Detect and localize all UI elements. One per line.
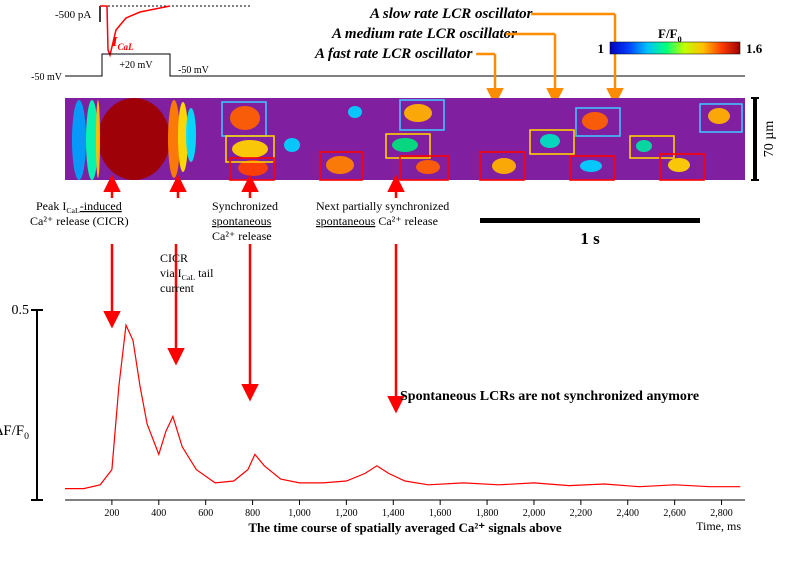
svg-text:+20 mV: +20 mV bbox=[119, 60, 153, 71]
svg-text:Time, ms: Time, ms bbox=[696, 519, 741, 533]
svg-text:Peak ICaL-induced: Peak ICaL-induced bbox=[36, 199, 122, 215]
svg-text:Ca²⁺ release (CICR): Ca²⁺ release (CICR) bbox=[30, 214, 129, 228]
svg-text:-500 pA: -500 pA bbox=[55, 9, 91, 21]
svg-text:via ICaL tail: via ICaL tail bbox=[160, 266, 214, 282]
svg-text:2,600: 2,600 bbox=[663, 508, 686, 519]
svg-text:F/F0: F/F0 bbox=[658, 26, 682, 44]
svg-text:1: 1 bbox=[598, 41, 605, 56]
svg-text:Synchronized: Synchronized bbox=[212, 199, 278, 213]
svg-text:1,000: 1,000 bbox=[288, 508, 311, 519]
svg-text:Ca²⁺ release: Ca²⁺ release bbox=[212, 229, 272, 243]
svg-text:800: 800 bbox=[245, 508, 260, 519]
svg-text:2,200: 2,200 bbox=[570, 508, 593, 519]
svg-text:ΔF/F0: ΔF/F0 bbox=[0, 423, 29, 442]
svg-text:A medium rate LCR oscillator: A medium rate LCR oscillator bbox=[331, 26, 517, 42]
svg-text:1.6: 1.6 bbox=[746, 41, 763, 56]
svg-text:Next partially synchronized: Next partially synchronized bbox=[316, 199, 449, 213]
svg-text:1,600: 1,600 bbox=[429, 508, 452, 519]
svg-text:spontaneous: spontaneous bbox=[212, 214, 272, 228]
svg-text:A fast rate LCR oscillator: A fast rate LCR oscillator bbox=[314, 46, 473, 62]
svg-text:2,800: 2,800 bbox=[710, 508, 733, 519]
svg-text:The time course of spatially a: The time course of spatially averaged Ca… bbox=[248, 520, 562, 535]
svg-text:600: 600 bbox=[198, 508, 213, 519]
svg-text:Spontaneous LCRs are not synch: Spontaneous LCRs are not synchronized an… bbox=[400, 389, 699, 404]
svg-text:1 s: 1 s bbox=[580, 229, 600, 248]
svg-text:ICaL: ICaL bbox=[111, 35, 134, 52]
svg-text:2,000: 2,000 bbox=[523, 508, 546, 519]
svg-text:1,200: 1,200 bbox=[335, 508, 358, 519]
svg-text:current: current bbox=[160, 281, 195, 295]
svg-text:0.5: 0.5 bbox=[12, 303, 30, 318]
svg-text:-50 mV: -50 mV bbox=[31, 72, 63, 83]
svg-text:70 µm: 70 µm bbox=[762, 121, 777, 158]
svg-text:A slow rate LCR oscillator: A slow rate LCR oscillator bbox=[369, 6, 533, 22]
svg-text:-50 mV: -50 mV bbox=[178, 65, 210, 76]
svg-text:spontaneous Ca²⁺ release: spontaneous Ca²⁺ release bbox=[316, 214, 438, 228]
svg-text:2,400: 2,400 bbox=[617, 508, 640, 519]
svg-text:1,400: 1,400 bbox=[382, 508, 405, 519]
svg-text:1,800: 1,800 bbox=[476, 508, 499, 519]
svg-text:CICR: CICR bbox=[160, 251, 188, 265]
svg-text:400: 400 bbox=[151, 508, 166, 519]
svg-text:200: 200 bbox=[104, 508, 119, 519]
